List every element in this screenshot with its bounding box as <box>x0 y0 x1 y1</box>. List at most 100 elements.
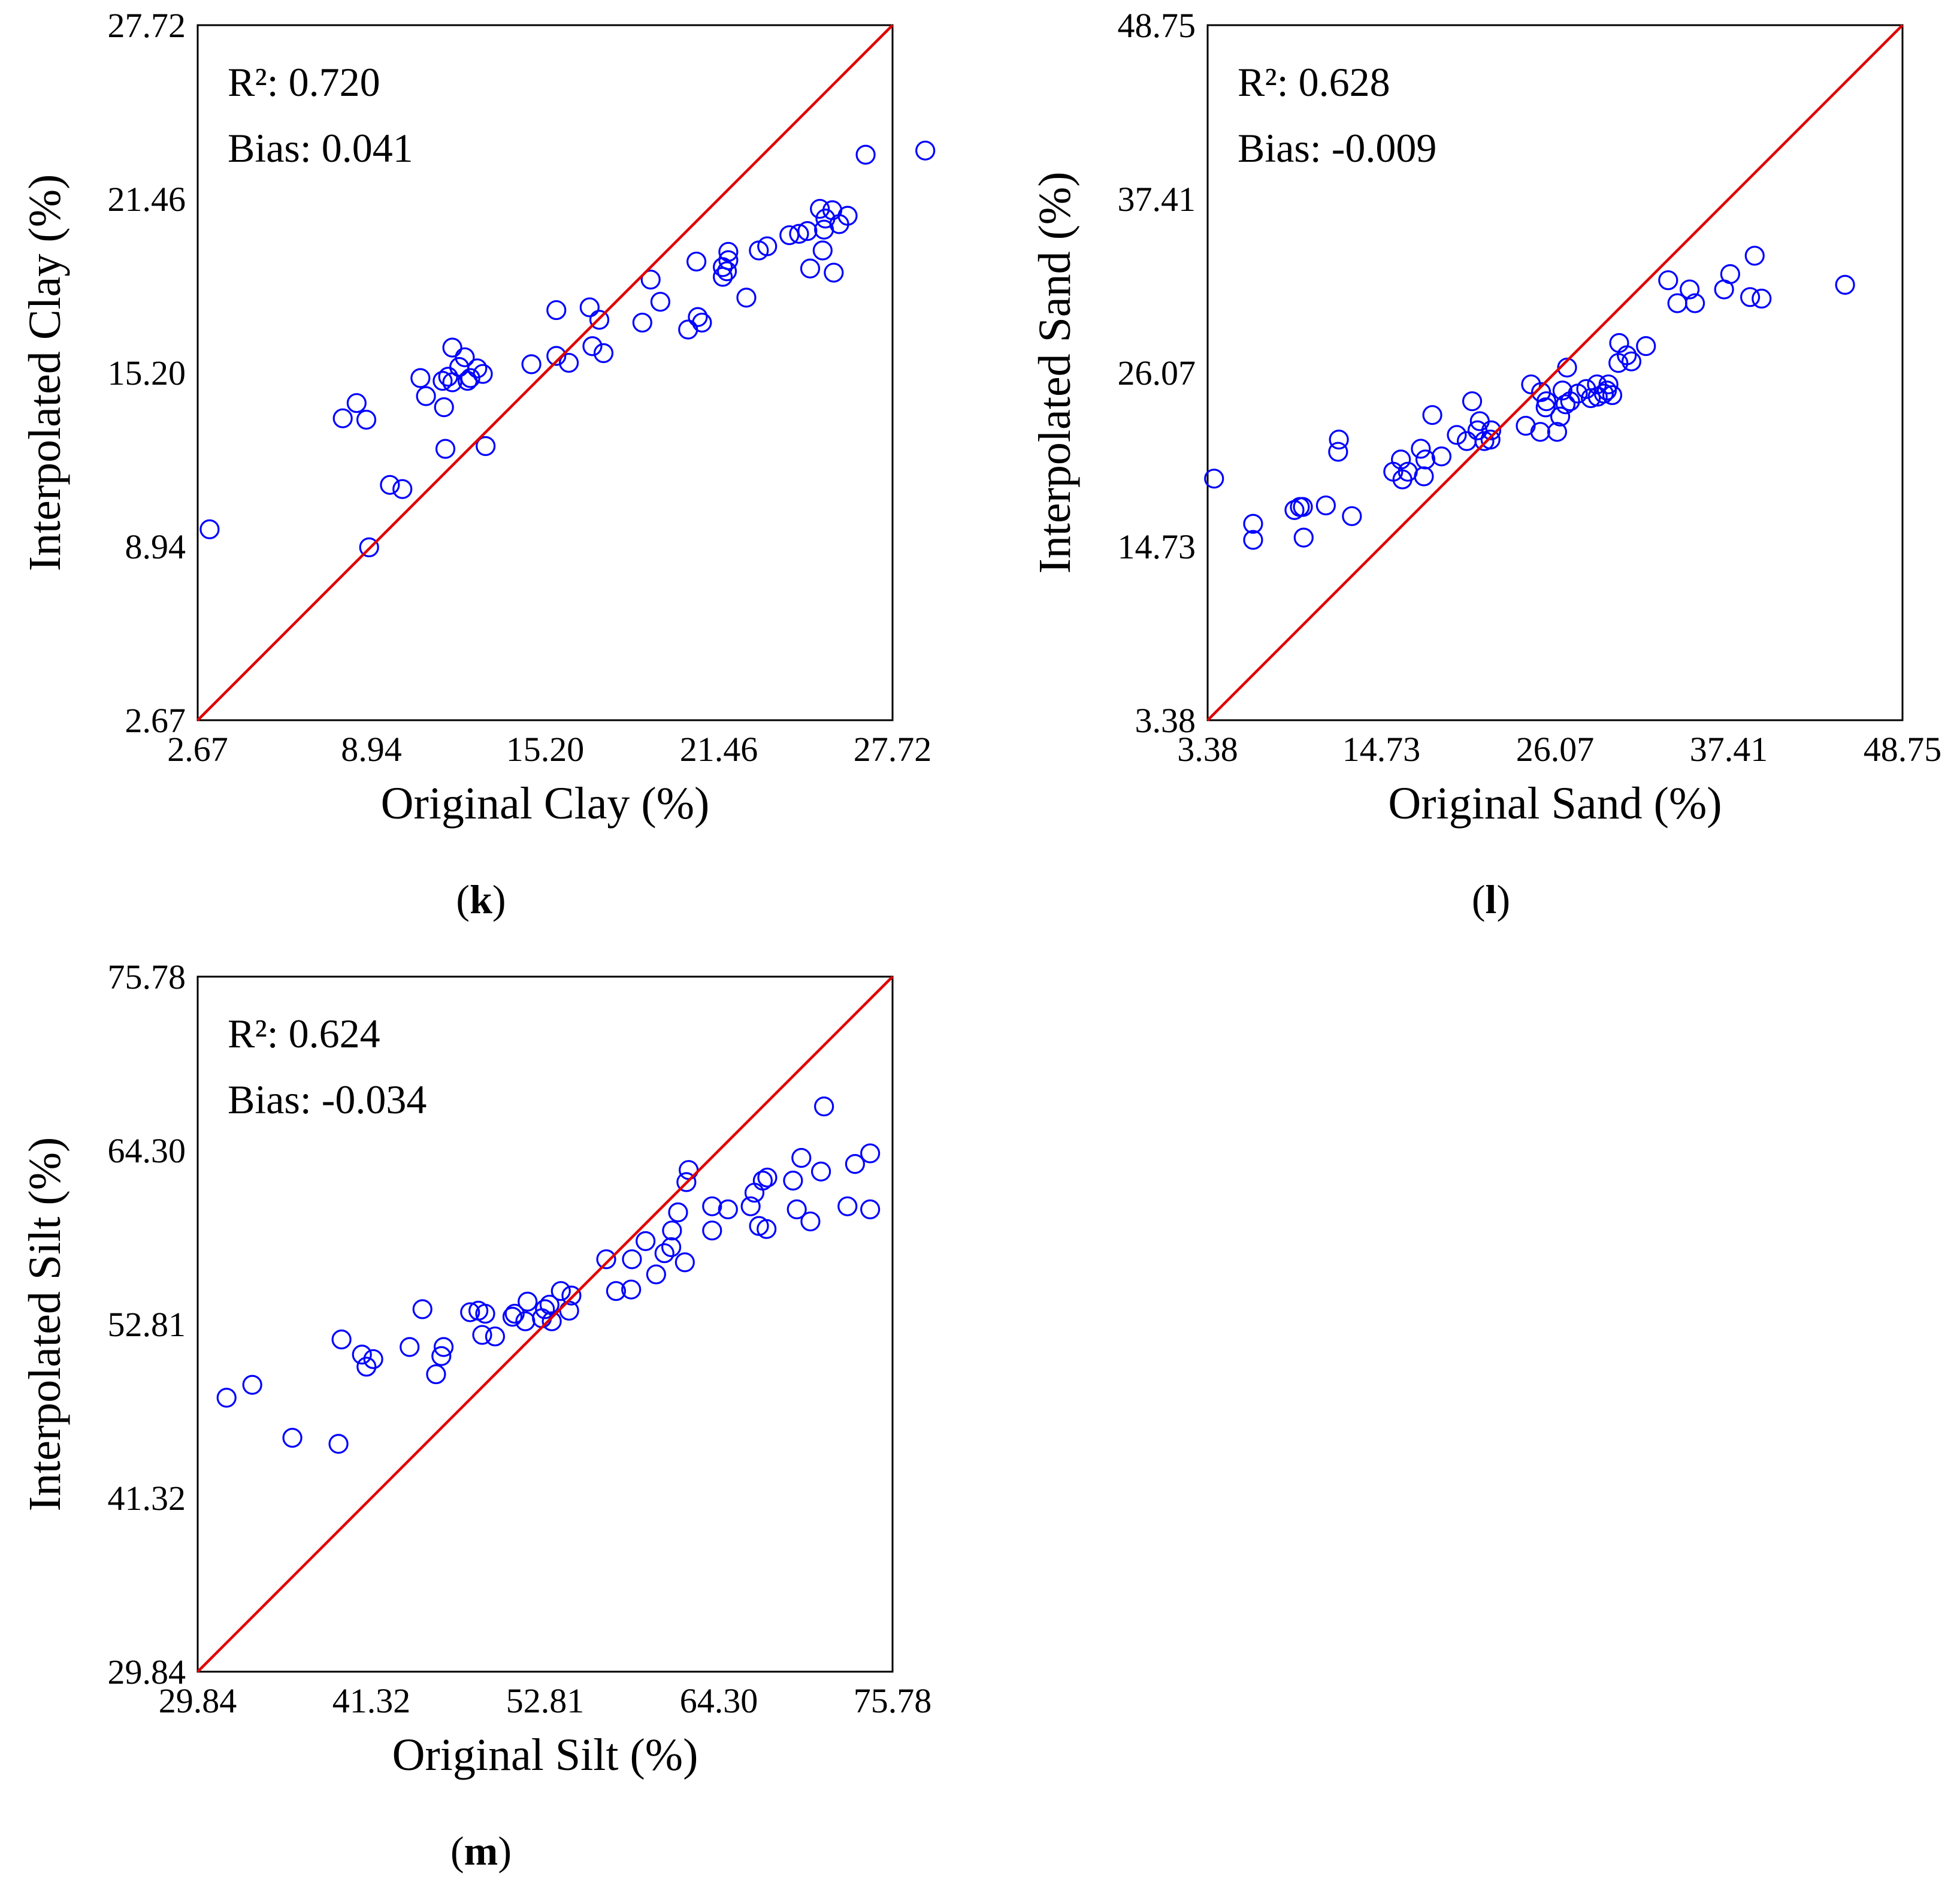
y-tick-label: 27.72 <box>108 6 186 45</box>
bias-annotation-k: Bias: 0.041 <box>228 125 413 171</box>
scatter-point <box>757 1167 778 1188</box>
scatter-point <box>855 144 876 165</box>
scatter-point <box>1411 439 1431 459</box>
scatter-point <box>410 368 431 388</box>
scatter-point <box>535 1299 555 1319</box>
scatter-point <box>678 319 698 340</box>
scatter-point <box>589 310 610 330</box>
plot-frame-k <box>196 24 894 721</box>
scatter-point <box>837 1196 858 1216</box>
scatter-point <box>1680 279 1700 300</box>
x-tick-label: 52.81 <box>506 1681 585 1720</box>
chart-l: 3.38 14.73 26.07 37.41 48.75 3.38 14.73 … <box>1030 6 1941 922</box>
scatter-point <box>1329 430 1349 450</box>
panel-label-m: (m) <box>450 1828 512 1874</box>
x-tick-label: 14.73 <box>1342 730 1421 769</box>
y-tick-label: 64.30 <box>108 1131 186 1170</box>
scatter-point <box>1744 246 1765 266</box>
scatter-point <box>661 1237 682 1258</box>
scatter-point <box>1447 425 1467 445</box>
x-tick-label: 75.78 <box>854 1681 932 1720</box>
x-tick-labels-m: 29.84 41.32 52.81 64.30 75.78 <box>159 1681 932 1720</box>
scatter-point <box>702 1221 722 1241</box>
scatter-point <box>1550 406 1571 427</box>
scatter-point <box>1535 397 1556 418</box>
x-axis-label-k: Original Clay (%) <box>381 778 710 829</box>
scatter-point <box>686 251 707 272</box>
panel-label-l: (l) <box>1472 877 1510 922</box>
scatter-point <box>359 537 379 558</box>
scatter-point <box>662 1221 682 1241</box>
scatter-point <box>779 225 800 246</box>
y-tick-label: 41.32 <box>108 1479 186 1518</box>
scatter-point <box>356 1357 377 1377</box>
scatter-point <box>810 1161 831 1182</box>
scatter-point <box>718 250 739 270</box>
y-tick-label: 37.41 <box>1118 180 1196 219</box>
scatter-point <box>521 354 542 374</box>
scatter-point <box>752 1170 773 1191</box>
scatter-point <box>400 1337 420 1357</box>
scatter-point <box>475 1303 495 1324</box>
scatter-points-m <box>216 1096 881 1454</box>
scatter-point <box>579 297 600 318</box>
scatter-points-k <box>199 140 936 558</box>
scatter-point <box>551 1281 571 1301</box>
scatter-point <box>1342 506 1362 527</box>
scatter-point <box>860 1199 881 1219</box>
y-axis-label-m: Interpolated Silt (%) <box>20 1137 70 1512</box>
scatter-point <box>199 519 220 540</box>
x-tick-label: 21.46 <box>680 730 758 769</box>
x-tick-label: 2.67 <box>167 730 228 769</box>
scatter-point <box>593 343 614 363</box>
scatter-point <box>1431 446 1452 467</box>
scatter-point <box>1560 391 1580 412</box>
scatter-point <box>757 1219 777 1239</box>
scatter-point <box>346 393 367 413</box>
scatter-point <box>282 1428 303 1448</box>
scatter-point <box>392 479 413 499</box>
scatter-point <box>740 1196 761 1216</box>
scatter-point <box>814 1096 834 1117</box>
scatter-point <box>1552 380 1573 401</box>
scatter-point <box>1414 466 1434 487</box>
x-tick-labels-l: 3.38 14.73 26.07 37.41 48.75 <box>1177 730 1941 769</box>
y-tick-labels-k: 2.67 8.94 15.20 21.46 27.72 <box>108 6 186 740</box>
scatter-point <box>432 371 453 391</box>
scatter-point <box>674 1252 695 1273</box>
r2-annotation-m: R²: 0.624 <box>228 1011 380 1056</box>
scatter-point <box>1602 385 1623 406</box>
scatter-point <box>473 364 493 384</box>
scatter-point <box>1243 530 1263 550</box>
scatter-point <box>646 1264 666 1285</box>
scatter-point <box>504 1303 525 1324</box>
x-tick-label: 41.32 <box>332 1681 411 1720</box>
scatter-point <box>1481 420 1502 440</box>
scatter-point <box>1658 270 1678 291</box>
scatter-point <box>668 1202 688 1223</box>
scatter-point <box>1243 513 1263 534</box>
x-tick-label: 48.75 <box>1864 730 1942 769</box>
scatter-point <box>467 358 488 379</box>
scatter-point <box>442 337 462 358</box>
x-tick-label: 27.72 <box>854 730 932 769</box>
scatter-point <box>1415 449 1436 470</box>
scatter-point <box>476 436 496 457</box>
scatter-point <box>433 1337 454 1357</box>
scatter-point <box>332 408 353 428</box>
scatter-point <box>561 1285 582 1306</box>
scatter-point <box>1557 357 1577 378</box>
scatter-point <box>1328 442 1348 462</box>
y-tick-label: 52.81 <box>108 1305 186 1344</box>
scatter-point <box>435 439 456 459</box>
scatter-point <box>412 1299 432 1319</box>
scatter-point <box>716 261 737 282</box>
scatter-point <box>1422 405 1442 425</box>
scatter-point <box>688 307 708 327</box>
scatter-point <box>606 1281 627 1301</box>
scatter-point <box>472 1325 492 1345</box>
scatter-point <box>1293 527 1314 548</box>
scatter-point <box>650 292 671 312</box>
scatter-point <box>1315 495 1336 516</box>
